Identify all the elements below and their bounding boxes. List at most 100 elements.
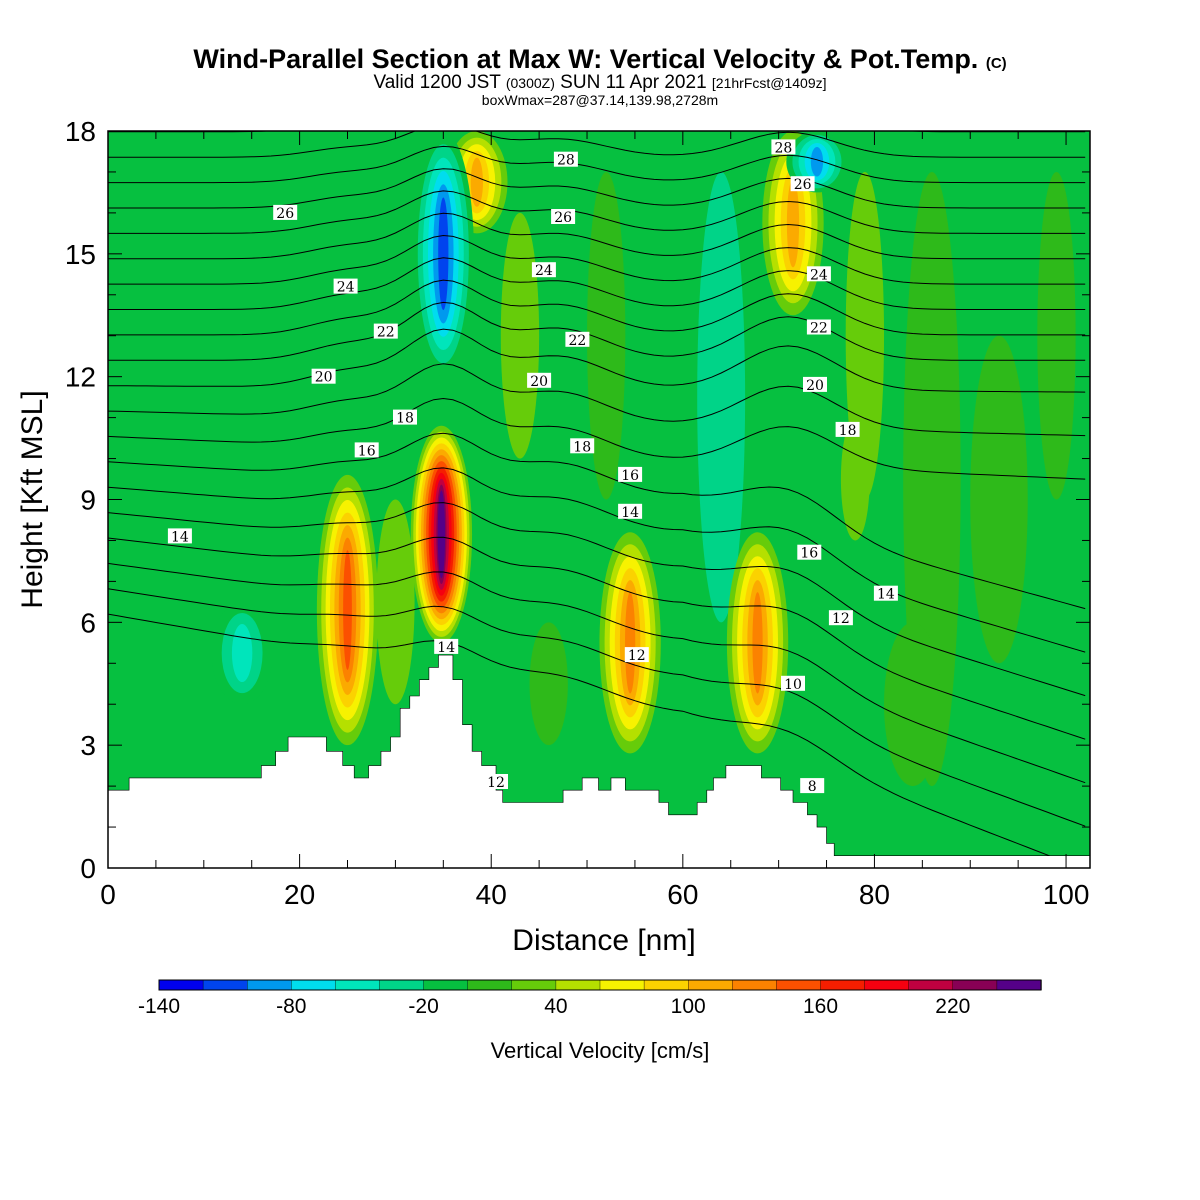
y-tick-label: 6 — [80, 607, 96, 638]
contour-label-bg — [781, 675, 805, 691]
colorbar-tick-label: 100 — [671, 995, 706, 1018]
contour-label: 14 — [167, 528, 192, 545]
x-tick-label: 20 — [284, 879, 315, 910]
theta-line — [108, 363, 1086, 437]
colorbar-swatch — [379, 979, 425, 991]
contour-label-text: 28 — [774, 140, 792, 156]
updraft-core — [437, 490, 446, 579]
contour-label: 14 — [434, 638, 459, 656]
terrain-mask — [107, 654, 1091, 869]
axes: 0 20 40 60 80 100 0 3 6 9 12 15 18 Distance [nm] Heigh… — [16, 116, 1090, 957]
contour-label: 10 — [781, 675, 805, 693]
contour-label-bg — [800, 778, 825, 794]
contour-label-text: 10 — [784, 677, 802, 693]
contour-label-text: 20 — [806, 378, 824, 394]
colorbar-swatch — [291, 979, 337, 991]
contour-label-bg — [797, 544, 822, 560]
contour-label-text: 14 — [171, 529, 189, 545]
contour-label: 22 — [565, 331, 590, 349]
colorbar-frame — [158, 979, 1042, 991]
contour-label-bg — [803, 376, 827, 392]
y-tick-label: 15 — [65, 239, 96, 270]
contour-label-text: 12 — [832, 611, 850, 627]
colorbar-tick-label: -20 — [408, 995, 438, 1018]
contour-label-bg — [553, 151, 578, 167]
theta-line — [108, 131, 1086, 158]
contour-label: 12 — [484, 774, 508, 791]
contour-label-text: 22 — [568, 333, 586, 349]
velocity-field — [108, 131, 1090, 868]
contour-label-text: 28 — [557, 153, 575, 169]
contour-label-bg — [771, 139, 796, 155]
contour-label-text: 12 — [628, 648, 646, 664]
contour-label: 14 — [618, 503, 643, 521]
updraft-core — [470, 157, 483, 207]
theta-line — [108, 432, 1086, 610]
contour-label: 16 — [618, 466, 643, 484]
theta-line — [108, 328, 1086, 393]
theta-line — [108, 279, 1086, 336]
contour-label: 12 — [828, 610, 853, 627]
x-tick-label: 40 — [476, 879, 507, 910]
title-text: Wind-Parallel Section at Max W: Vertical… — [193, 44, 979, 74]
contour-label-text: 18 — [396, 411, 414, 427]
theta-line — [108, 397, 1086, 480]
contour-label-bg — [333, 278, 358, 294]
colorbar-swatch — [202, 979, 248, 991]
contour-label: 26 — [273, 204, 298, 222]
contour-label-bg — [828, 610, 853, 626]
x-tick-label: 60 — [667, 879, 698, 910]
colorbar-swatch — [467, 979, 513, 991]
contour-label-text: 14 — [437, 640, 455, 656]
contour-label: 12 — [624, 647, 649, 664]
field-band — [529, 622, 568, 746]
contour-label: 28 — [771, 139, 796, 156]
contour-label-bg — [354, 442, 379, 458]
contour-label-bg — [527, 372, 552, 388]
copyright-mark: (C) — [985, 55, 1007, 72]
theta-line — [108, 613, 1083, 868]
field-band — [1037, 171, 1076, 500]
contour-label: 22 — [806, 319, 831, 337]
contour-label: 24 — [531, 262, 556, 279]
contour-label-bg — [273, 204, 298, 220]
x-tick-label: 0 — [100, 879, 116, 910]
contour-label-bg — [434, 638, 459, 654]
contour-label-bg — [373, 323, 398, 339]
contour-label: 20 — [527, 372, 552, 390]
contour-label: 16 — [797, 544, 822, 562]
contour-label: 24 — [806, 266, 831, 283]
chart-title: Wind-Parallel Section at Max W: Vertical… — [0, 44, 1200, 75]
colorbar-tick-label: -80 — [276, 995, 306, 1018]
field-band — [175, 540, 214, 725]
theta-line — [108, 190, 1086, 234]
colorbar-swatch — [908, 979, 954, 991]
contour-label-bg — [311, 368, 336, 384]
colorbar-tick-label: -140 — [138, 995, 180, 1018]
theta-line — [108, 234, 1086, 285]
contour-label-bg — [570, 438, 595, 454]
field-band — [970, 335, 1028, 664]
contour-label-text: 16 — [621, 468, 639, 484]
theta-line — [108, 588, 1086, 827]
contour-label-text: 26 — [554, 210, 572, 226]
contour-label-bg — [806, 319, 831, 335]
contour-label-bg — [624, 647, 649, 663]
theta-line — [108, 467, 1086, 653]
x-tick-label: 100 — [1043, 879, 1090, 910]
contour-label-text: 24 — [337, 280, 355, 296]
theta-line — [108, 301, 1086, 361]
contour-label: 14 — [873, 585, 898, 603]
contour-label: 28 — [553, 151, 578, 169]
contour-label-text: 14 — [877, 587, 895, 603]
colorbar-swatch — [511, 979, 557, 991]
x-axis-label: Distance [nm] — [512, 924, 695, 957]
colorbar-swatch — [335, 979, 381, 991]
field-band — [500, 212, 540, 459]
field-band — [127, 171, 185, 500]
field-band — [840, 417, 870, 541]
field-band — [697, 171, 746, 623]
theta-line — [108, 131, 1086, 133]
forecast-info: [21hrFcst@1409z] — [711, 75, 827, 91]
